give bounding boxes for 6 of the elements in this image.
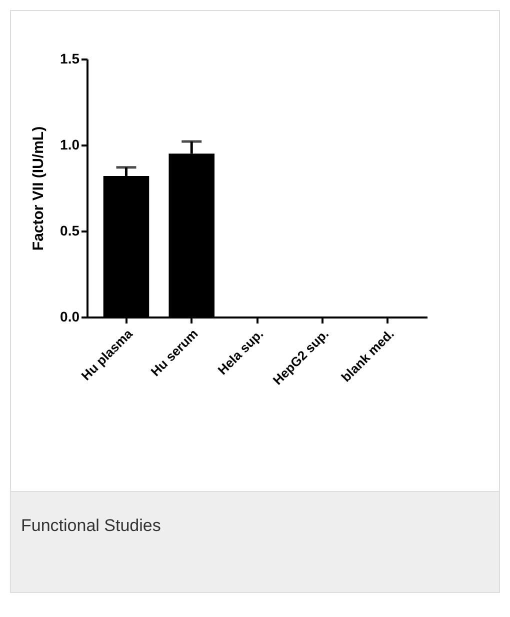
y-tick-label: 0.0 [60, 308, 80, 324]
y-tick-label: 1.0 [60, 136, 80, 152]
text: Functional Studies [21, 515, 162, 537]
y-tick-label: 0.5 [60, 222, 80, 238]
y-axis-title: Factor VII (IU/mL) [30, 126, 48, 251]
y-tick-label: 1.5 [60, 50, 80, 66]
